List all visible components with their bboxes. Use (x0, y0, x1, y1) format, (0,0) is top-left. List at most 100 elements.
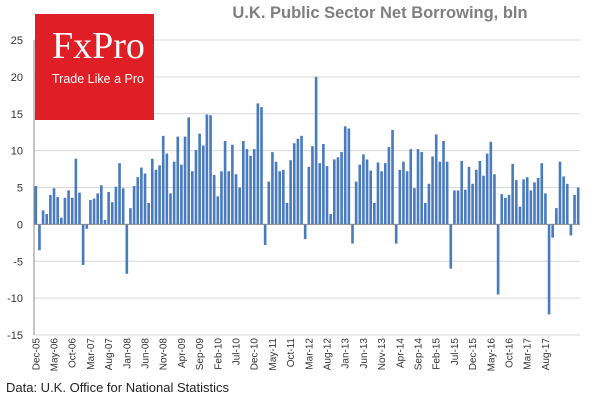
x-tick-label: Jul-15 (450, 338, 461, 366)
bar (332, 159, 336, 225)
bar (409, 149, 413, 225)
bar (413, 188, 416, 225)
bar (533, 182, 536, 225)
bar (376, 162, 380, 225)
bar (176, 136, 180, 225)
bar (373, 202, 376, 225)
bar (460, 160, 464, 225)
y-tick-label: 0 (17, 219, 23, 231)
x-tick-label: Apr-14 (395, 338, 406, 368)
bar (445, 161, 449, 225)
x-tick-label: Nov-13 (377, 338, 388, 371)
bar (187, 117, 191, 225)
bar (347, 128, 351, 225)
bar (205, 114, 209, 225)
bar (493, 174, 496, 225)
bar (114, 186, 118, 225)
bar (249, 155, 252, 225)
x-tick-label: Jan-08 (122, 338, 133, 369)
bar (569, 224, 573, 236)
bar (74, 158, 78, 225)
bar (514, 180, 518, 225)
bar (405, 171, 409, 225)
fxpro-logo: FxPro Trade Like a Pro (35, 14, 154, 120)
bar (394, 224, 398, 244)
bar (365, 159, 369, 225)
x-tick-label: Mar-12 (304, 338, 315, 370)
bar (464, 189, 467, 225)
x-tick-label: Aug-07 (104, 338, 115, 371)
x-tick-label: Dec-10 (250, 338, 261, 371)
bar (103, 219, 107, 225)
bar (252, 149, 256, 225)
x-tick-label: Aug-17 (541, 338, 552, 371)
bar (576, 187, 580, 225)
bar (216, 196, 220, 225)
bar (423, 202, 427, 225)
bar (70, 197, 74, 225)
bar (180, 164, 183, 225)
bar (121, 188, 125, 225)
bar (154, 169, 158, 225)
bar (220, 171, 223, 225)
bar (300, 135, 303, 225)
bar (311, 146, 314, 225)
bar (434, 134, 438, 225)
bar (92, 198, 96, 225)
y-tick-label: 20 (11, 72, 23, 84)
bar (474, 169, 478, 225)
bar (85, 224, 89, 229)
bar (198, 133, 201, 225)
bar (223, 141, 227, 225)
bar (45, 214, 49, 225)
bar (41, 210, 45, 225)
bar (274, 161, 278, 225)
bar (227, 171, 231, 225)
bar (427, 183, 431, 225)
y-tick-label: 25 (11, 35, 23, 47)
bar (325, 166, 329, 225)
x-tick-label: Jun-08 (141, 338, 152, 369)
x-tick-label: Aug-12 (323, 338, 334, 371)
bar (354, 181, 358, 225)
bar (63, 197, 67, 225)
bar (518, 206, 522, 225)
bar (129, 208, 132, 225)
bar (231, 144, 234, 225)
bar (438, 161, 442, 225)
bar (442, 141, 445, 225)
bar (289, 160, 292, 225)
x-tick-label: May-11 (268, 338, 279, 371)
bar (81, 224, 85, 265)
bar (329, 214, 332, 225)
bar (489, 141, 493, 225)
bar (383, 163, 387, 225)
bar (471, 183, 474, 225)
bar (241, 141, 245, 225)
x-tick-label: Nov-08 (159, 338, 170, 371)
bar (522, 179, 525, 225)
bar (478, 160, 482, 225)
bar (140, 167, 143, 225)
bar (278, 171, 282, 225)
bar (136, 177, 140, 225)
bar (482, 175, 485, 225)
bar (89, 200, 92, 225)
y-tick-labels: 25 20 15 10 5 0 -5 -10 -15 (7, 35, 23, 342)
bar (485, 153, 489, 225)
bar (529, 190, 533, 225)
bar (573, 194, 576, 225)
x-tick-label: Jan-13 (341, 338, 352, 369)
bar (369, 170, 373, 225)
x-tick-label: Oct-11 (286, 338, 297, 368)
bar (107, 191, 110, 225)
x-tick-label: Dec-05 (31, 338, 42, 371)
bar (555, 208, 558, 225)
bar (282, 169, 285, 225)
y-tick-label: -10 (7, 293, 23, 305)
bar (78, 192, 81, 225)
chart-title: U.K. Public Sector Net Borrowing, bln (232, 4, 528, 22)
bar (67, 190, 70, 225)
bar (169, 193, 172, 225)
bar (547, 224, 551, 315)
